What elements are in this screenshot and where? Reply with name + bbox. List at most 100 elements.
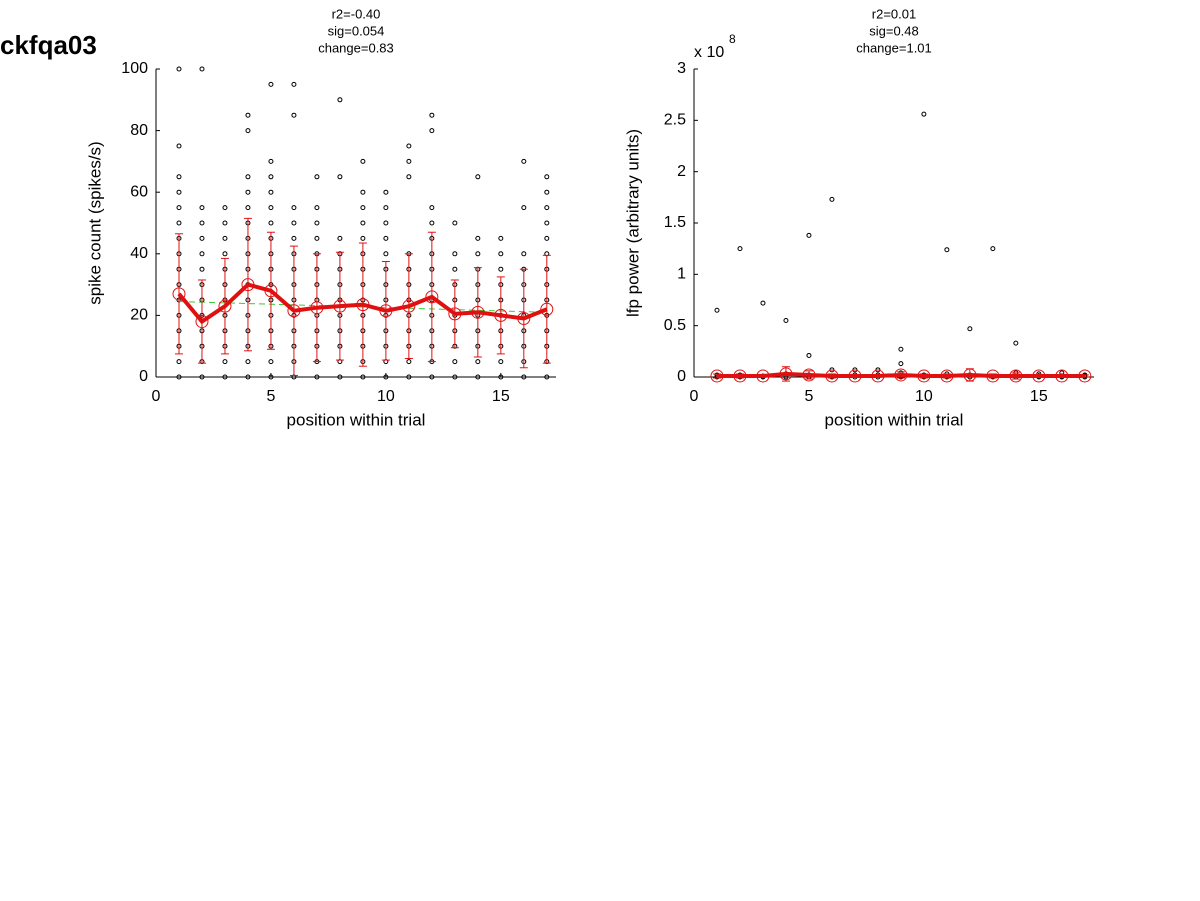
trial-point xyxy=(291,205,297,211)
trial-point xyxy=(291,81,297,87)
trial-point xyxy=(222,205,228,211)
mean-marker xyxy=(471,305,485,319)
mean-marker xyxy=(448,307,462,321)
y-tick-label: 1 xyxy=(677,266,686,283)
trial-point xyxy=(898,361,904,367)
trial-point xyxy=(176,359,182,365)
y-axis-label: lfp power (arbitrary units) xyxy=(623,129,642,317)
trial-point xyxy=(406,143,412,149)
trial-point xyxy=(268,220,274,226)
trial-point xyxy=(268,374,274,380)
trial-point xyxy=(199,235,205,241)
trial-point xyxy=(176,189,182,195)
mean-marker xyxy=(195,315,209,329)
trial-point xyxy=(544,220,550,226)
y-tick-label: 20 xyxy=(130,307,148,324)
y-tick-label: 2 xyxy=(677,163,686,180)
trial-point xyxy=(544,174,550,180)
trial-point xyxy=(475,251,481,257)
trial-point xyxy=(429,112,435,118)
chart-title: r2=0.01 xyxy=(872,6,916,21)
mean-marker xyxy=(894,368,908,382)
x-tick-label: 10 xyxy=(915,388,933,405)
mean-marker xyxy=(287,304,301,318)
mean-marker xyxy=(1078,369,1092,383)
trial-point xyxy=(245,205,251,211)
trial-point xyxy=(475,235,481,241)
trial-point xyxy=(760,300,766,306)
y-tick-label: 3 xyxy=(677,60,686,77)
y-tick-label: 0 xyxy=(139,368,148,385)
y-tick-label: 0 xyxy=(677,368,686,385)
trial-point xyxy=(176,374,182,380)
trial-point xyxy=(521,374,527,380)
trial-point xyxy=(544,374,550,380)
mean-marker xyxy=(963,368,977,382)
trial-point xyxy=(268,158,274,164)
trial-point xyxy=(337,374,343,380)
trial-point xyxy=(383,189,389,195)
trial-point xyxy=(199,374,205,380)
trial-point xyxy=(475,374,481,380)
trial-point xyxy=(268,189,274,195)
trial-point xyxy=(1013,340,1019,346)
mean-marker xyxy=(871,369,885,383)
mean-marker xyxy=(172,287,186,301)
y-tick-label: 60 xyxy=(130,183,148,200)
trial-point xyxy=(806,352,812,358)
trial-point xyxy=(314,174,320,180)
mean-marker xyxy=(710,369,724,383)
trial-point xyxy=(383,235,389,241)
mean-marker xyxy=(986,369,1000,383)
trial-point xyxy=(222,251,228,257)
trial-point xyxy=(176,220,182,226)
trial-point xyxy=(314,235,320,241)
trial-point xyxy=(291,220,297,226)
trial-point xyxy=(806,232,812,238)
trial-point xyxy=(222,374,228,380)
trial-point xyxy=(245,128,251,134)
trial-point xyxy=(429,220,435,226)
y-exponent-prefix: x 10 xyxy=(694,44,724,61)
y-tick-label: 0.5 xyxy=(664,317,686,334)
trial-point xyxy=(337,97,343,103)
trial-point xyxy=(199,205,205,211)
trial-point xyxy=(314,205,320,211)
trial-point xyxy=(337,235,343,241)
y-tick-label: 2.5 xyxy=(664,112,686,129)
mean-marker xyxy=(802,368,816,382)
y-tick-label: 100 xyxy=(121,60,148,77)
trial-point xyxy=(714,307,720,313)
mean-marker xyxy=(940,369,954,383)
trial-point xyxy=(406,374,412,380)
trial-point xyxy=(521,158,527,164)
trial-point xyxy=(291,235,297,241)
trial-point xyxy=(406,174,412,180)
trial-point xyxy=(544,205,550,211)
mean-marker xyxy=(333,299,347,313)
trial-point xyxy=(222,220,228,226)
mean-marker xyxy=(756,369,770,383)
trial-point xyxy=(245,374,251,380)
trial-point xyxy=(383,374,389,380)
trial-point xyxy=(452,374,458,380)
mean-marker xyxy=(264,284,278,298)
trial-point xyxy=(245,112,251,118)
trial-point xyxy=(521,205,527,211)
mean-marker xyxy=(733,369,747,383)
trial-point xyxy=(199,266,205,272)
trial-point xyxy=(360,158,366,164)
trial-point xyxy=(222,235,228,241)
mean-marker xyxy=(917,369,931,383)
chart-title: sig=0.48 xyxy=(869,23,919,38)
trial-point xyxy=(176,205,182,211)
chart-title: change=1.01 xyxy=(856,40,932,55)
trial-point xyxy=(452,359,458,365)
trial-point xyxy=(737,246,743,252)
trial-point xyxy=(944,247,950,253)
mean-marker xyxy=(402,299,416,313)
trial-point xyxy=(452,266,458,272)
trial-point xyxy=(898,346,904,352)
y-tick-label: 40 xyxy=(130,245,148,262)
